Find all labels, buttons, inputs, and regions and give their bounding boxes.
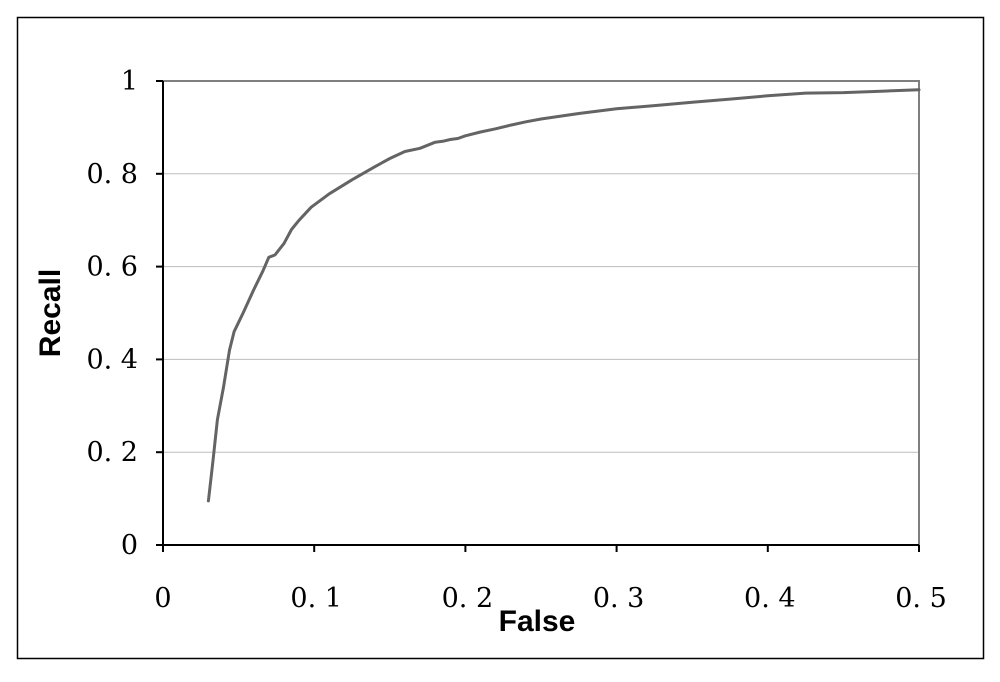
series-line-0 (206, 88, 921, 503)
axes (156, 80, 920, 552)
y-axis-title: Recall (34, 269, 67, 357)
y-tick-label-4: 0. 8 (86, 159, 138, 190)
chart-outer-border (16, 16, 985, 660)
x-tick-label-0: 0 (154, 583, 171, 614)
x-axis-title: False (499, 605, 576, 638)
y-tick-label-5: 1 (121, 66, 138, 97)
tick-labels: 0 0. 2 0. 4 0. 6 0. 8 1 0 0. 1 0. 2 0. 3 0. 4 0. 5 (86, 66, 946, 614)
y-tick-label-3: 0. 6 (86, 252, 138, 283)
y-tick-label-1: 0. 2 (86, 437, 138, 468)
x-tick-label-5: 0. 5 (895, 583, 947, 614)
y-tick-label-0: 0 (121, 530, 138, 561)
gridlines (163, 173, 919, 453)
x-tick-label-4: 0. 4 (744, 583, 796, 614)
series-layer (206, 88, 921, 503)
y-tick-label-2: 0. 4 (86, 344, 138, 375)
x-tick-label-3: 0. 3 (593, 583, 645, 614)
x-tick-label-2: 0. 2 (442, 583, 494, 614)
x-tick-label-1: 0. 1 (290, 583, 342, 614)
